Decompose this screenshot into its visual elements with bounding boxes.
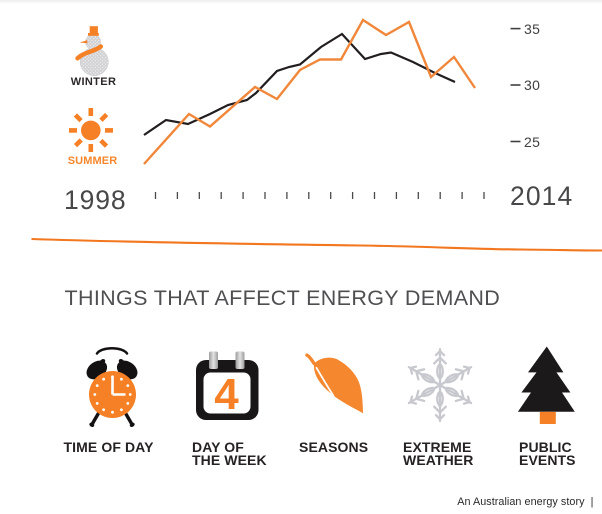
svg-text:4: 4 bbox=[214, 370, 239, 419]
